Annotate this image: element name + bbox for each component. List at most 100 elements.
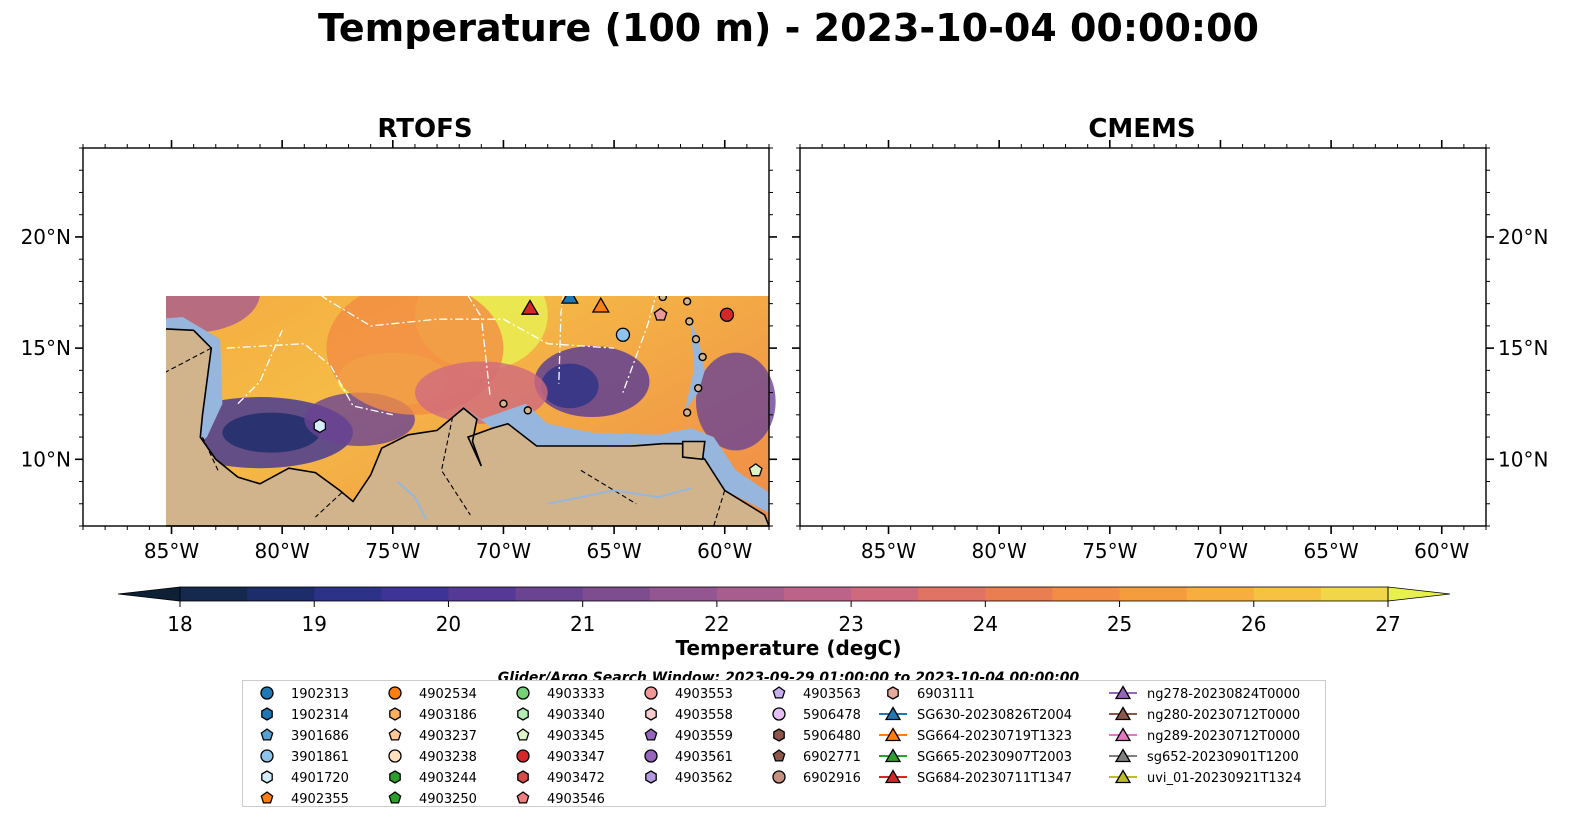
marker-4903347 <box>719 307 735 322</box>
eez-boundary <box>1276 181 1298 383</box>
lat-tick-label: 10°N <box>21 447 71 471</box>
land-puertorico <box>1282 270 1317 282</box>
legend-marker-uvi_01-20230921T1324 <box>1114 769 1132 784</box>
country-border <box>101 293 128 333</box>
island <box>499 399 508 408</box>
marker-3901861 <box>1333 328 1346 341</box>
lat-tick-label: 15°N <box>21 336 71 360</box>
colorbar-bin <box>381 587 449 601</box>
legend-marker-5906480 <box>773 728 785 742</box>
warm-anomaly <box>1021 215 1242 371</box>
legend-label: 4903561 <box>675 750 733 765</box>
colorbar-bin <box>649 587 718 601</box>
warm-anomaly <box>1243 188 1376 259</box>
country-border <box>440 416 471 516</box>
island <box>685 317 694 326</box>
legend-label: 4903237 <box>419 729 477 744</box>
island <box>655 276 662 283</box>
cool-anomaly <box>1136 388 1260 432</box>
marker-1902313 <box>747 184 760 197</box>
colorbar: 18 19 20 21 22 23 24 25 26 27 <box>117 586 1451 636</box>
legend-label: 4903340 <box>547 708 605 723</box>
marker-4902355 <box>1380 219 1392 231</box>
legend-marker-4903238 <box>388 749 402 763</box>
legend-marker-ng280-20230712T0000 <box>1114 706 1132 721</box>
colorbar-bin <box>314 587 382 601</box>
colorbar-tick-label: 20 <box>436 612 461 636</box>
colorbar-tick-label: 27 <box>1375 612 1400 636</box>
legend-marker-sg652-20230901T1200 <box>1114 748 1132 763</box>
map-axes-rtofs: 85°W 80°W 75°W 70°W 65°W 60°W 20°N 15°N 10°N <box>21 140 777 563</box>
eez-boundary <box>321 296 615 349</box>
marker-4903562 <box>175 235 186 248</box>
legend-label: 4903186 <box>419 708 477 723</box>
map-panel-cmems <box>797 148 1497 526</box>
warm-anomaly <box>298 150 444 199</box>
marker-4903246 <box>1383 173 1394 186</box>
marker-4903250 <box>869 164 881 176</box>
country-border <box>315 492 343 518</box>
island <box>658 296 667 302</box>
legend-label: 5906478 <box>803 708 861 723</box>
ocean-field <box>800 148 1486 526</box>
island <box>691 335 701 344</box>
marker-SG684-20230711T1347 <box>520 299 540 315</box>
colorbar-bin <box>918 587 986 601</box>
legend-marker-4903250 <box>388 791 402 804</box>
legend-label: 4903546 <box>547 792 605 806</box>
marker-4903345 <box>748 463 763 477</box>
island <box>1241 407 1248 414</box>
legend-marker-4901720 <box>261 770 273 784</box>
legend-marker-6903111 <box>887 686 899 700</box>
marker-4903333 <box>499 213 512 226</box>
colorbar-bin <box>180 587 248 601</box>
river <box>547 487 692 505</box>
legend-label: SG630-20230826T2004 <box>917 708 1072 723</box>
legend-marker-4903472 <box>517 770 529 784</box>
country-border <box>920 437 936 470</box>
legend-marker-4903237 <box>388 728 402 741</box>
pacific-ocean <box>800 370 944 526</box>
marker-5906480 <box>80 415 91 428</box>
country-border <box>580 469 637 505</box>
eez-boundary <box>149 148 282 266</box>
marker-uvi_01-20230921T1324 <box>1328 274 1344 288</box>
legend-marker-4903563 <box>772 686 786 699</box>
warm-anomaly <box>588 157 685 210</box>
marker-4903558 <box>316 255 327 268</box>
legend-marker-SG630-20230826T2004 <box>884 706 902 721</box>
lon-tick-label: 65°W <box>1303 539 1358 563</box>
marker-4903250 <box>152 164 164 176</box>
land-jamaica <box>320 269 364 285</box>
legend-marker-6902771 <box>772 749 786 762</box>
marker-4903546 <box>1371 308 1383 320</box>
legend-label: sg652-20230901T1200 <box>1147 750 1299 765</box>
colorbar-bin <box>1253 587 1322 601</box>
country-border <box>818 293 845 333</box>
legend-marker-4903186 <box>389 707 401 721</box>
map-frame <box>799 147 1487 527</box>
colorbar-bin <box>851 587 919 601</box>
country-border <box>1298 470 1353 503</box>
legend-label: SG684-20230711T1347 <box>917 771 1072 786</box>
marker-4903553 <box>176 164 189 177</box>
eez-boundary <box>1176 281 1207 397</box>
colorbar-bin <box>448 587 517 601</box>
legend-label: 1902313 <box>291 687 349 702</box>
legend-label: ng278-20230824T0000 <box>1147 687 1300 702</box>
country-border <box>166 347 212 373</box>
marker-4903237 <box>933 157 946 170</box>
legend-label: 4903472 <box>547 771 605 786</box>
legend-label: 5906480 <box>803 729 861 744</box>
colorbar-bin <box>1119 587 1188 601</box>
island <box>682 297 692 306</box>
legend-label: 4903563 <box>803 687 861 702</box>
cool-anomaly <box>541 363 599 409</box>
cool-anomaly <box>1371 404 1468 462</box>
map-axes-cmems: 85°W 80°W 75°W 70°W 65°W 60°W 20°N 15°N 10°N <box>792 140 1548 563</box>
legend-label: 4903238 <box>419 750 477 765</box>
marker-5906478 <box>107 497 120 510</box>
land-central <box>800 315 1486 526</box>
legend-marker-4903559 <box>644 728 658 741</box>
lon-tick-label: 70°W <box>476 539 531 563</box>
